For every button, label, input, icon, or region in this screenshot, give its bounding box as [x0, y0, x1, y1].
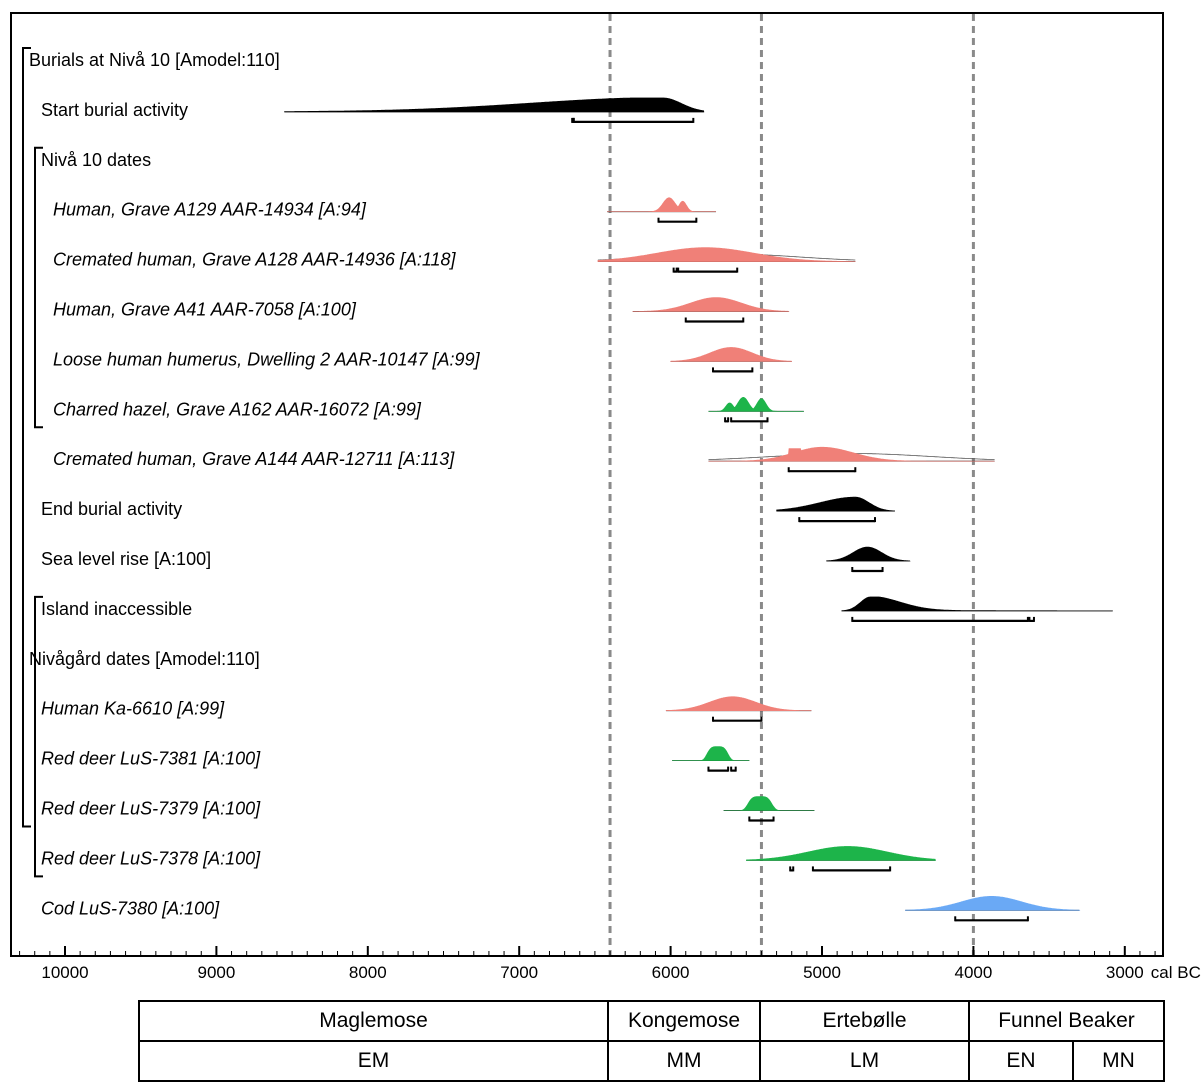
- posterior-distribution: [708, 446, 995, 462]
- posterior-distribution: [632, 297, 790, 312]
- grouping-bracket: [22, 47, 31, 828]
- culture-row: Maglemose Kongemose Ertebølle Funnel Bea…: [138, 1000, 1165, 1042]
- row-label: Sea level rise [A:100]: [41, 549, 211, 569]
- posterior-distribution: [723, 796, 815, 811]
- phase-em: EM: [138, 1040, 609, 1082]
- axis-tick-label: 4000: [954, 963, 992, 982]
- culture-ertebolle: Ertebølle: [759, 1000, 970, 1042]
- culture-maglemose: Maglemose: [138, 1000, 609, 1042]
- posterior-distribution: [672, 746, 750, 761]
- axis-tick-label: 8000: [349, 963, 387, 982]
- posterior-distribution: [607, 197, 716, 212]
- row-label: Cod LuS-7380 [A:100]: [41, 898, 220, 918]
- row-label: Red deer LuS-7378 [A:100]: [41, 848, 261, 868]
- row-label: Human, Grave A129 AAR-14934 [A:94]: [53, 200, 367, 220]
- period-table: Maglemose Kongemose Ertebølle Funnel Bea…: [138, 1000, 1165, 1082]
- axis-tick-label: 3000: [1106, 963, 1144, 982]
- phase-mn: MN: [1072, 1040, 1165, 1082]
- oxcal-plot: Burials at Nivå 10 [Amodel:110] Start bur…: [10, 12, 1201, 982]
- axis-tick-label: 6000: [652, 963, 690, 982]
- posterior-distribution: [746, 846, 936, 861]
- row-label: End burial activity: [41, 499, 182, 519]
- grouping-bracket: [34, 595, 43, 878]
- grouping-bracket: [34, 146, 43, 429]
- posterior-distribution: [708, 397, 804, 412]
- row-label: Loose human humerus, Dwelling 2 AAR-1014…: [53, 349, 481, 369]
- posterior-distribution: [905, 896, 1081, 911]
- row-label: Island inaccessible: [41, 599, 192, 619]
- row-label: Nivågård dates [Amodel:110]: [29, 649, 260, 669]
- posterior-distribution: [665, 696, 812, 711]
- row-label: Human, Grave A41 AAR-7058 [A:100]: [53, 300, 357, 320]
- row-label: Cremated human, Grave A144 AAR-12711 [A:…: [53, 449, 455, 469]
- row-label: Start burial activity: [41, 100, 188, 120]
- row-label: Red deer LuS-7381 [A:100]: [41, 749, 261, 769]
- axis-unit-label: cal BC: [1151, 963, 1201, 982]
- phase-en: EN: [968, 1040, 1074, 1082]
- posterior-distribution: [597, 247, 856, 262]
- axis-tick-label: 5000: [803, 963, 841, 982]
- axis-tick-label: 9000: [197, 963, 235, 982]
- posterior-distribution: [670, 347, 792, 362]
- row-label: Charred hazel, Grave A162 AAR-16072 [A:9…: [53, 399, 422, 419]
- culture-kongemose: Kongemose: [607, 1000, 761, 1042]
- row-label: Red deer LuS-7379 [A:100]: [41, 799, 261, 819]
- row-label: Cremated human, Grave A128 AAR-14936 [A:…: [53, 250, 457, 270]
- phase-row: EM MM LM EN MN: [138, 1040, 1165, 1082]
- plot-frame: [10, 12, 1164, 957]
- posterior-distribution: [284, 97, 705, 113]
- posterior-distribution: [841, 596, 1113, 612]
- posterior-distribution: [776, 496, 895, 512]
- axis-tick-label: 7000: [500, 963, 538, 982]
- row-label: Human Ka-6610 [A:99]: [41, 699, 225, 719]
- phase-lm: LM: [759, 1040, 970, 1082]
- culture-funnel-beaker: Funnel Beaker: [968, 1000, 1165, 1042]
- phase-mm: MM: [607, 1040, 761, 1082]
- row-label: Nivå 10 dates: [41, 150, 151, 170]
- axis-tick-label: 10000: [41, 963, 88, 982]
- posterior-distribution: [826, 546, 911, 562]
- row-label: Burials at Nivå 10 [Amodel:110]: [29, 50, 280, 70]
